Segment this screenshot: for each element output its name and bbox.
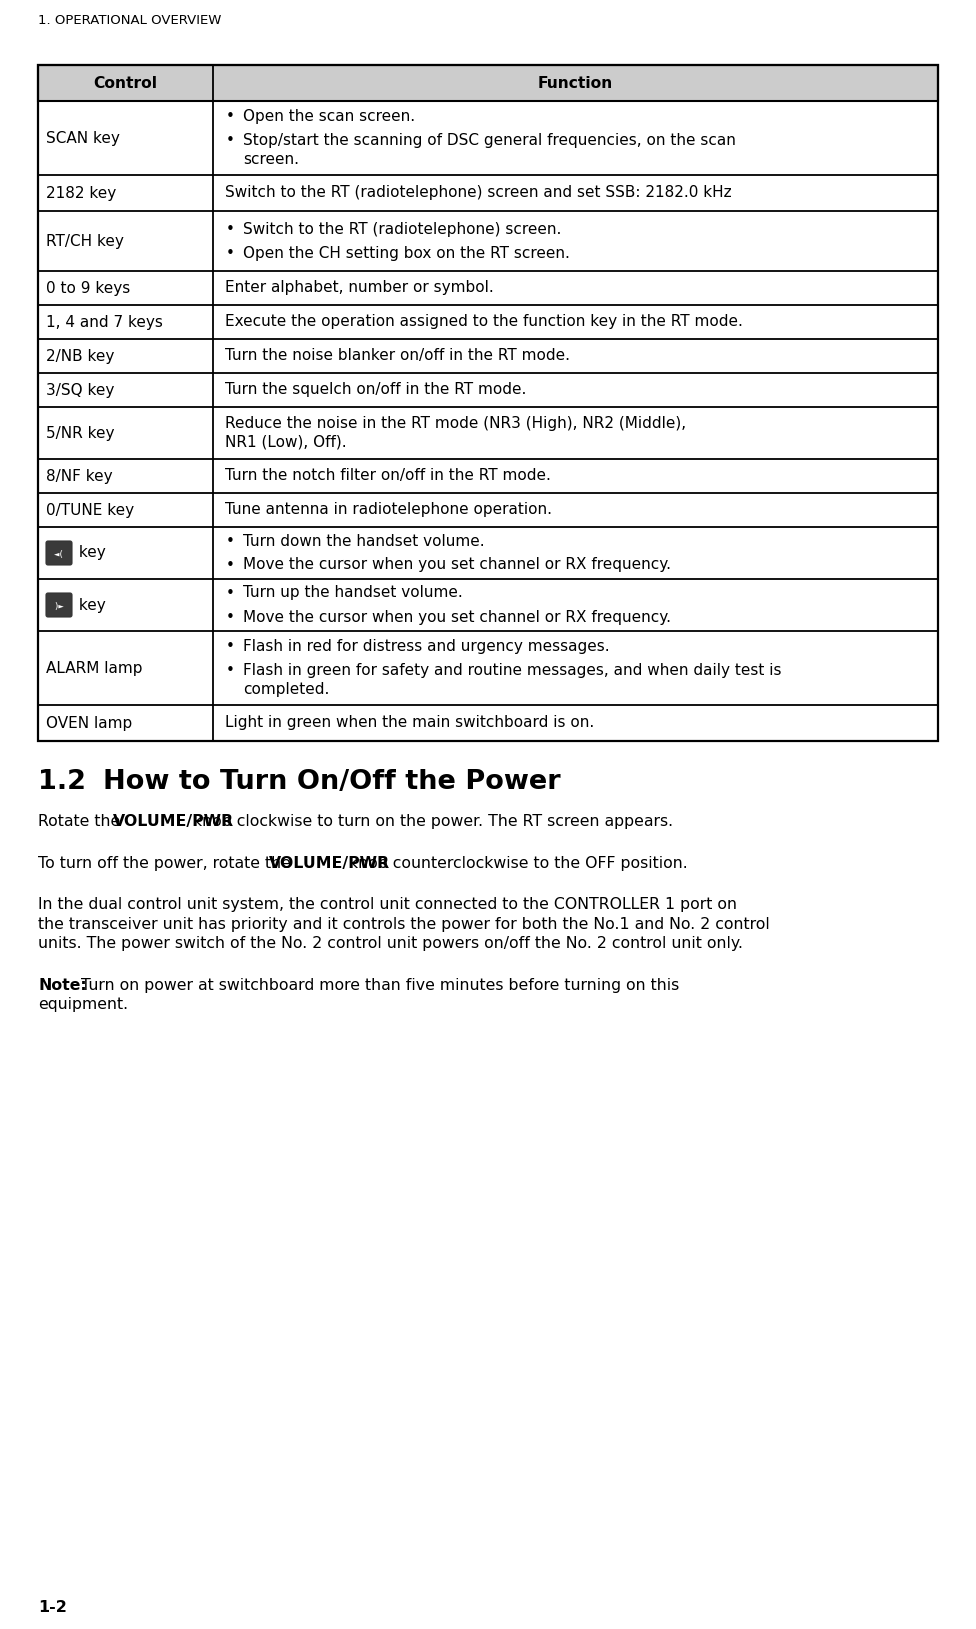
Text: Move the cursor when you set channel or RX frequency.: Move the cursor when you set channel or … [243,609,671,624]
Bar [38,65,938,101]
Text: VOLUME/PWR: VOLUME/PWR [112,814,233,829]
Text: 0 to 9 keys: 0 to 9 keys [46,280,130,295]
Text: How to Turn On/Off the Power: How to Turn On/Off the Power [103,769,560,795]
Text: RT/CH key: RT/CH key [46,233,124,249]
Bar [38,578,938,630]
Text: ◄(: ◄( [54,549,64,559]
Text: NR1 (Low), Off).: NR1 (Low), Off). [225,433,346,450]
Text: 1, 4 and 7 keys: 1, 4 and 7 keys [46,314,163,329]
Text: SCAN key: SCAN key [46,130,120,145]
Text: Open the scan screen.: Open the scan screen. [243,109,415,124]
Bar [38,174,938,212]
Bar [38,212,938,270]
Text: •: • [225,246,234,261]
Bar [38,528,938,578]
Text: Light in green when the main switchboard is on.: Light in green when the main switchboard… [225,715,594,730]
Text: Turn the noise blanker on/off in the RT mode.: Turn the noise blanker on/off in the RT … [225,349,570,363]
Text: Turn the notch filter on/off in the RT mode.: Turn the notch filter on/off in the RT m… [225,468,550,484]
Text: OVEN lamp: OVEN lamp [46,715,133,730]
Text: Note:: Note: [38,977,87,992]
Bar [38,65,938,101]
Text: 2/NB key: 2/NB key [46,349,114,363]
Text: Flash in green for safety and routine messages, and when daily test is: Flash in green for safety and routine me… [243,663,782,678]
Text: )►: )► [54,601,64,611]
Text: In the dual control unit system, the control unit connected to the CONTROLLER 1 : In the dual control unit system, the con… [38,898,737,912]
Text: Switch to the RT (radiotelephone) screen.: Switch to the RT (radiotelephone) screen… [243,222,561,236]
Text: Turn down the handset volume.: Turn down the handset volume. [243,534,485,549]
Bar [38,101,938,174]
Bar [38,407,938,459]
Bar [38,630,938,705]
FancyBboxPatch shape [46,593,72,617]
Text: 8/NF key: 8/NF key [46,469,112,484]
Bar [38,459,938,494]
Text: •: • [225,222,234,236]
Text: Function: Function [538,75,613,91]
Text: To turn off the power, rotate the: To turn off the power, rotate the [38,855,296,870]
Text: Rotate the: Rotate the [38,814,125,829]
Text: Flash in red for distress and urgency messages.: Flash in red for distress and urgency me… [243,639,610,653]
Text: •: • [225,134,234,148]
Text: screen.: screen. [243,151,299,168]
Text: Move the cursor when you set channel or RX frequency.: Move the cursor when you set channel or … [243,557,671,572]
Text: 3/SQ key: 3/SQ key [46,383,114,397]
Text: Enter alphabet, number or symbol.: Enter alphabet, number or symbol. [225,280,494,295]
Text: •: • [225,609,234,624]
Text: Turn up the handset volume.: Turn up the handset volume. [243,585,463,601]
Text: equipment.: equipment. [38,997,128,1012]
Text: ALARM lamp: ALARM lamp [46,660,142,676]
Text: completed.: completed. [243,683,329,697]
Text: •: • [225,534,234,549]
Text: Reduce the noise in the RT mode (NR3 (High), NR2 (Middle),: Reduce the noise in the RT mode (NR3 (Hi… [225,415,686,432]
Text: knob clockwise to turn on the power. The RT screen appears.: knob clockwise to turn on the power. The… [187,814,672,829]
Text: 5/NR key: 5/NR key [46,425,114,440]
Text: VOLUME/PWR: VOLUME/PWR [268,855,389,870]
Text: •: • [225,639,234,653]
Text: Tune antenna in radiotelephone operation.: Tune antenna in radiotelephone operation… [225,502,552,516]
Text: units. The power switch of the No. 2 control unit powers on/off the No. 2 contro: units. The power switch of the No. 2 con… [38,937,743,951]
Text: •: • [225,663,234,678]
Bar [38,705,938,741]
Text: 2182 key: 2182 key [46,186,116,200]
Bar [38,305,938,339]
Text: 1-2: 1-2 [38,1600,67,1614]
Text: key: key [74,546,105,560]
Text: 1. OPERATIONAL OVERVIEW: 1. OPERATIONAL OVERVIEW [38,15,222,28]
Text: •: • [225,585,234,601]
Text: Turn on power at switchboard more than five minutes before turning on this: Turn on power at switchboard more than f… [75,977,679,992]
FancyBboxPatch shape [46,541,72,565]
Text: •: • [225,557,234,572]
Text: key: key [74,598,105,613]
Text: Switch to the RT (radiotelephone) screen and set SSB: 2182.0 kHz: Switch to the RT (radiotelephone) screen… [225,186,732,200]
Text: 0/TUNE key: 0/TUNE key [46,502,134,518]
Text: •: • [225,109,234,124]
Text: Open the CH setting box on the RT screen.: Open the CH setting box on the RT screen… [243,246,570,261]
Text: Execute the operation assigned to the function key in the RT mode.: Execute the operation assigned to the fu… [225,314,743,329]
Bar [38,270,938,305]
Bar [38,494,938,528]
Bar [38,339,938,373]
Text: Control: Control [94,75,157,91]
Text: knob counterclockwise to the OFF position.: knob counterclockwise to the OFF positio… [344,855,687,870]
Text: Stop/start the scanning of DSC general frequencies, on the scan: Stop/start the scanning of DSC general f… [243,134,736,148]
Text: Turn the squelch on/off in the RT mode.: Turn the squelch on/off in the RT mode. [225,381,526,397]
Text: the transceiver unit has priority and it controls the power for both the No.1 an: the transceiver unit has priority and it… [38,917,770,932]
Bar [38,373,938,407]
Text: 1.2: 1.2 [38,769,86,795]
Bar [38,65,938,741]
